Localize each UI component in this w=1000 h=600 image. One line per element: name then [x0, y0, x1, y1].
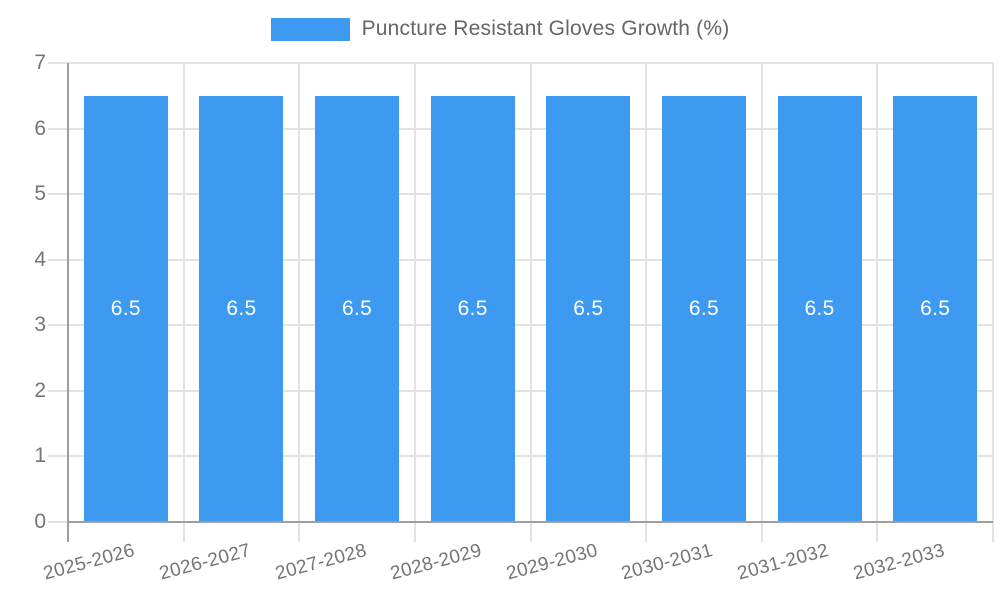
bar-value-label: 6.5 [688, 296, 719, 320]
bar[interactable]: 6.5 [777, 95, 862, 522]
y-axis-tick-label: 6 [34, 116, 46, 140]
x-gridline [529, 63, 532, 542]
x-axis-line [67, 521, 993, 523]
bar[interactable]: 6.5 [83, 95, 168, 522]
x-axis-tick-label: 2030-2031 [619, 540, 716, 585]
x-gridline [182, 63, 185, 542]
bar[interactable]: 6.5 [199, 95, 284, 522]
y-axis-tick-label: 7 [34, 51, 46, 74]
x-gridline [992, 63, 994, 542]
x-gridline [876, 63, 879, 542]
y-gridline [48, 193, 993, 196]
x-gridline [298, 63, 301, 542]
x-axis-tick-label: 2031-2032 [735, 540, 831, 585]
x-gridline [413, 63, 416, 542]
x-axis-tick-label: 2029-2030 [503, 540, 600, 585]
bar-value-label: 6.5 [226, 296, 257, 320]
y-gridline [48, 258, 993, 261]
x-gridline [645, 63, 648, 542]
y-axis-tick-label: 0 [34, 510, 46, 533]
bar[interactable]: 6.5 [546, 95, 631, 522]
x-gridline [760, 63, 763, 542]
bar-value-label: 6.5 [573, 296, 604, 320]
x-axis-tick-label: 2027-2028 [272, 540, 369, 585]
legend-label: Puncture Resistant Gloves Growth (%) [361, 17, 730, 40]
bar[interactable]: 6.5 [661, 95, 746, 522]
y-gridline [48, 455, 993, 458]
bar-value-label: 6.5 [342, 296, 373, 320]
bar-value-label: 6.5 [804, 296, 835, 320]
y-gridline [48, 62, 993, 64]
x-axis-tick-label: 2028-2029 [388, 540, 485, 585]
y-axis-tick-label: 5 [34, 182, 46, 206]
bar[interactable]: 6.5 [430, 95, 515, 522]
x-axis-tick-label: 2025-2026 [41, 540, 138, 585]
y-gridline [48, 389, 993, 392]
bar[interactable]: 6.5 [893, 95, 978, 522]
y-axis-tick-label: 4 [34, 247, 46, 271]
x-axis-tick-label: 2026-2027 [157, 540, 253, 585]
y-gridline [48, 127, 993, 130]
y-axis-tick-label: 1 [34, 444, 46, 468]
legend-swatch [270, 17, 350, 41]
x-axis-tick-label: 2032-2033 [850, 540, 947, 585]
bar-value-label: 6.5 [457, 296, 488, 320]
bar[interactable]: 6.5 [315, 95, 400, 522]
y-axis-line [67, 63, 69, 542]
y-axis-tick-label: 3 [34, 313, 46, 337]
y-axis-tick-label: 2 [34, 378, 46, 402]
bar-value-label: 6.5 [110, 296, 141, 320]
y-gridline [48, 324, 993, 327]
legend[interactable]: Puncture Resistant Gloves Growth (%) [0, 17, 1000, 41]
bar-value-label: 6.5 [920, 296, 951, 320]
